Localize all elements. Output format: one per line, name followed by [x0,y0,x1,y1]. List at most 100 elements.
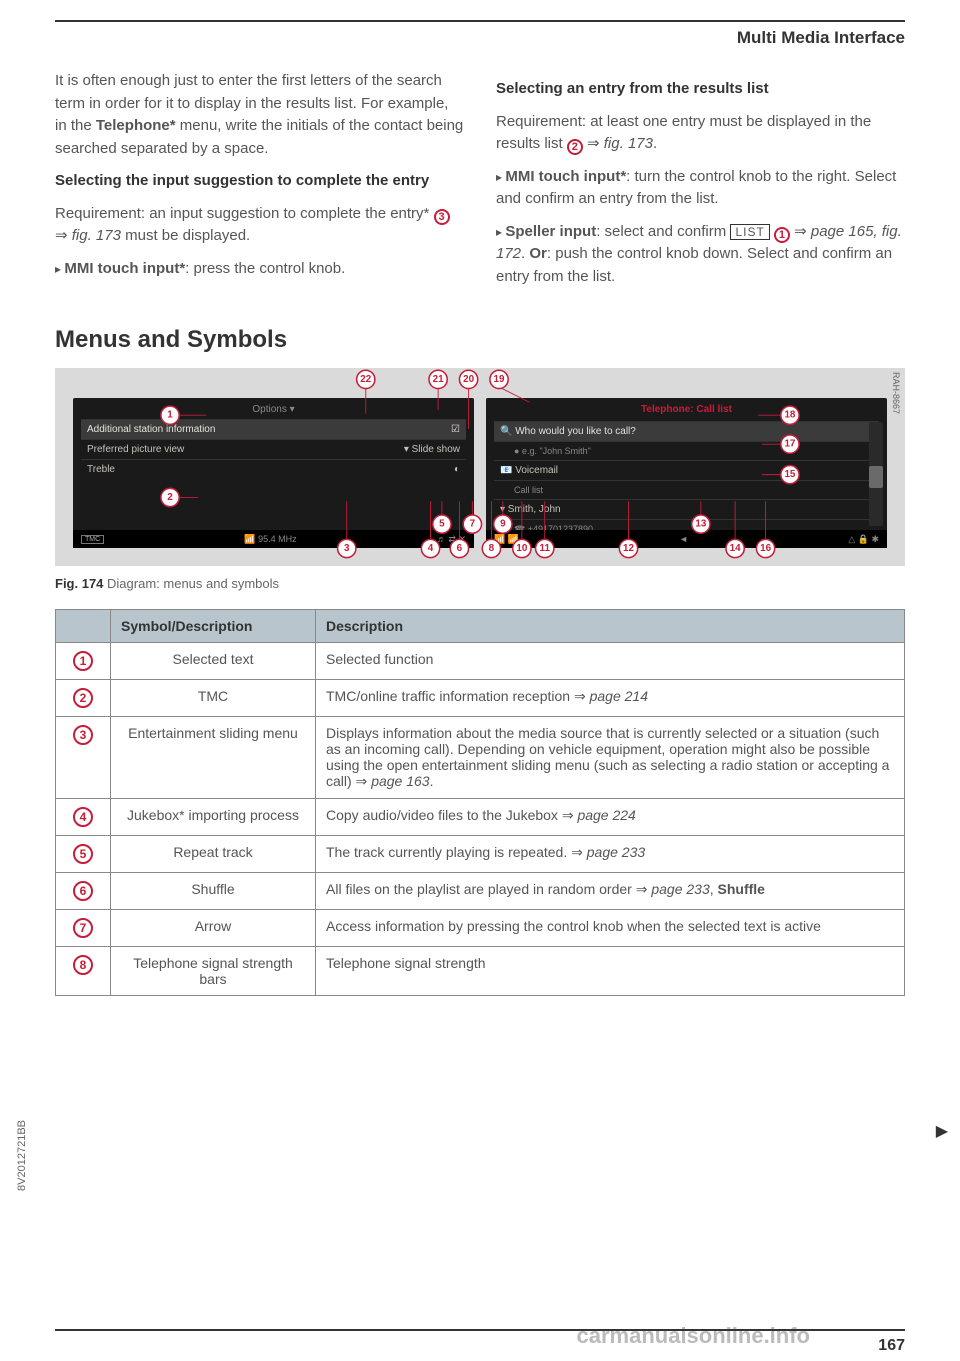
fig-num: Fig. 174 [55,576,103,591]
right-column: Selecting an entry from the results list… [496,70,905,298]
symtab-head: Symbol/Description Description [56,610,905,643]
row-circle: 7 [73,918,93,938]
row-circle: 1 [73,651,93,671]
pr-search: 🔍 Who would you like to call? [494,421,879,441]
row-circle: 5 [73,844,93,864]
rc-b2e: : push the control knob down. Select and… [496,245,892,285]
th1: Symbol/Description [111,610,316,643]
lc-p1: It is often enough just to enter the fir… [55,70,464,160]
row-desc: The track currently playing is repeated.… [316,836,905,873]
row-symbol: Telephone signal strength bars [111,947,316,996]
page-number: 167 [878,1337,905,1355]
desc-part: page 233 [587,844,645,860]
rc-p1fig: fig. 173 [604,135,653,152]
row-desc: Copy audio/video files to the Jukebox ⇒ … [316,799,905,836]
lc-p2fig: fig. 173 [72,227,121,244]
desc-part: , [710,881,718,897]
pr-sbthumb [869,466,883,488]
row-desc: Displays information about the media sou… [316,717,905,799]
pl-freq: 📶 95.4 MHz [244,534,296,545]
th2: Description [316,610,905,643]
fig-caption: Fig. 174 Diagram: menus and symbols [55,576,905,591]
table-row: 4Jukebox* importing processCopy audio/vi… [56,799,905,836]
desc-part: The track currently playing is repeated.… [326,844,587,860]
row-circle: 3 [73,725,93,745]
rc-b2: Speller input: select and confirm LIST 1… [496,221,905,289]
lc-p2b: ⇒ [55,227,72,244]
th0 [56,610,111,643]
row-symbol: Repeat track [111,836,316,873]
rc-p1circ: 2 [567,139,583,155]
desc-part: All files on the playlist are played in … [326,881,651,897]
rc-p1a: Requirement: at least one entry must be … [496,113,871,153]
row-index: 1 [56,643,111,680]
row-desc: Selected function [316,643,905,680]
rc-b2kbd: LIST [730,224,769,240]
row-symbol: Jukebox* importing process [111,799,316,836]
diagram-code: RAH-8667 [891,372,901,414]
pr-title: Telephone: Call list [494,404,879,415]
desc-part: Telephone signal strength [326,955,486,971]
rc-b2or: Or [529,245,547,262]
lc-p2c: must be displayed. [121,227,250,244]
pr-vm: 📧 Voicemail [494,460,879,480]
pl-i2t: Preferred picture view [87,444,184,455]
rc-h1: Selecting an entry from the results list [496,78,905,101]
pl-i2v: ▾ Slide show [404,444,460,455]
desc-part: page 224 [577,807,635,823]
lc-p2: Requirement: an input suggestion to comp… [55,203,464,248]
desc-part: TMC/online traffic information reception… [326,688,590,704]
pr-cl: Call list [494,480,879,499]
row-symbol: Arrow [111,910,316,947]
header-rule [55,20,905,22]
diagram-wrap: RAH-8667 Options ▾ Additional station in… [55,368,905,566]
lc-p1bold: Telephone* [96,117,176,134]
row-index: 4 [56,799,111,836]
desc-part: page 163 [371,773,429,789]
row-index: 2 [56,680,111,717]
lc-b1: MMI touch input*: press the control knob… [55,258,464,281]
left-column: It is often enough just to enter the fir… [55,70,464,298]
page-title: Multi Media Interface [55,28,905,48]
row-desc: Access information by pressing the contr… [316,910,905,947]
desc-part: Shuffle [718,881,765,897]
row-circle: 6 [73,881,93,901]
row-index: 3 [56,717,111,799]
pl-tmc: TMC [81,535,104,544]
lc-b1b: : press the control knob. [185,260,345,277]
panel-left: Options ▾ Additional station information… [73,398,474,548]
table-row: 5 Repeat track The track currently playing… [56,836,905,873]
pr-hint: ● e.g. "John Smith" [494,441,879,460]
desc-part: Access information by pressing the contr… [326,918,821,934]
row-desc: TMC/online traffic information reception… [316,680,905,717]
desc-part: . [430,773,434,789]
row-index: 7 [56,910,111,947]
rc-b2circ: 1 [774,227,790,243]
row-symbol: Selected text [111,643,316,680]
lc-p2circ: 3 [434,209,450,225]
row-index: 6 [56,873,111,910]
pr-footer: 📶 📶 ◄ △ 🔒 ✱ [486,530,887,548]
row-symbol: Entertainment sliding menu [111,717,316,799]
row-desc: Telephone signal strength [316,947,905,996]
rc-b2b: : select and confirm [596,223,730,240]
fig-text: Diagram: menus and symbols [103,576,279,591]
rc-p1c: . [653,135,657,152]
table-row: 7 Arrow Access information by pressing the… [56,910,905,947]
row-index: 5 [56,836,111,873]
pl-item3: Treble◐ [81,459,466,479]
row-symbol: Shuffle [111,873,316,910]
rc-p1: Requirement: at least one entry must be … [496,111,905,156]
rc-b2a: Speller input [505,223,596,240]
diagram: RAH-8667 Options ▾ Additional station in… [55,368,905,566]
row-desc: All files on the playlist are played in … [316,873,905,910]
rc-p1b: ⇒ [583,135,604,152]
panels: Options ▾ Additional station information… [73,398,887,548]
row-circle: 8 [73,955,93,975]
rc-b1a: MMI touch input* [505,168,626,185]
lc-h1: Selecting the input suggestion to comple… [55,170,464,193]
pr-name: ▾ Smith, John [494,499,879,519]
row-circle: 2 [73,688,93,708]
desc-part: Copy audio/video files to the Jukebox ⇒ [326,807,577,823]
table-row: 2TMCTMC/online traffic information recep… [56,680,905,717]
